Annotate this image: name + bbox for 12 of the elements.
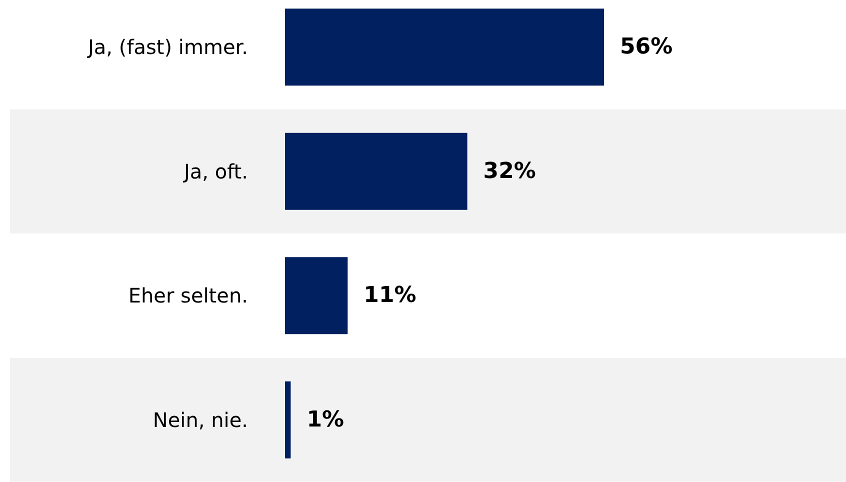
bar: [285, 257, 348, 334]
y-tick-label: Ja, (fast) immer.: [86, 35, 248, 60]
y-tick-label: Nein, nie.: [152, 408, 248, 432]
bar: [285, 8, 604, 86]
data-label: 32%: [483, 158, 536, 184]
bar: [285, 132, 468, 210]
y-tick-label: Ja, oft.: [182, 159, 248, 184]
data-label: 11%: [364, 283, 416, 308]
data-label: 1%: [306, 407, 344, 432]
data-label: 56%: [620, 34, 673, 60]
bar: [285, 381, 291, 458]
y-tick-label: Eher selten.: [128, 284, 248, 308]
